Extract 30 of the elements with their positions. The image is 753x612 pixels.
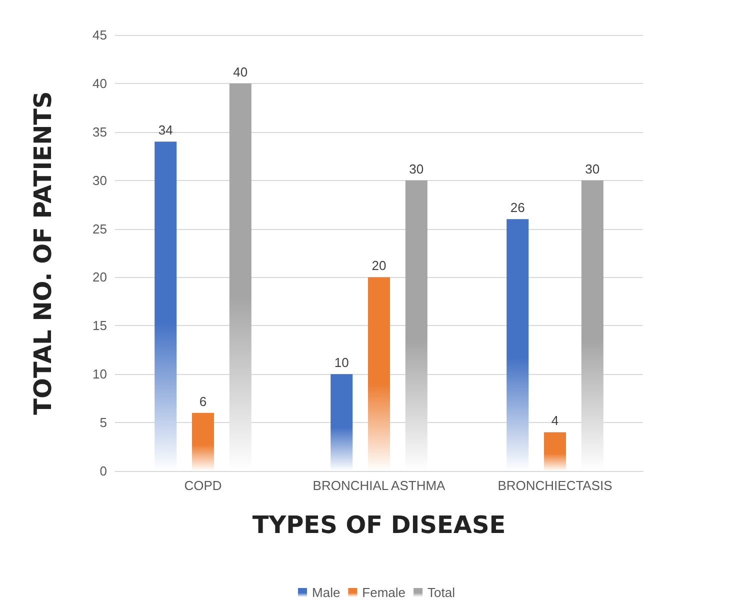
x-tick-label: COPD xyxy=(184,478,222,493)
data-label: 40 xyxy=(233,64,248,80)
bar xyxy=(544,432,566,471)
y-tick-label: 40 xyxy=(92,76,107,91)
bar xyxy=(192,412,214,471)
x-tick-label: BRONCHIAL ASTHMA xyxy=(312,478,446,493)
data-label: 34 xyxy=(158,122,173,138)
legend-label: Female xyxy=(362,585,406,600)
legend-label: Total xyxy=(428,585,456,600)
y-tick-label: 20 xyxy=(92,270,107,285)
x-axis-title: TYPES OF DISEASE xyxy=(252,511,506,539)
y-tick-label: 15 xyxy=(92,318,107,334)
x-tick-label: BRONCHIECTASIS xyxy=(498,478,613,493)
y-tick-label: 45 xyxy=(92,28,107,42)
data-label: 4 xyxy=(551,413,559,428)
legend-label: Male xyxy=(312,585,340,600)
y-axis-title: TOTAL NO. OF PATIENTS xyxy=(29,91,57,415)
y-tick-label: 5 xyxy=(100,415,107,430)
data-label: 30 xyxy=(409,161,424,176)
y-tick-label: 30 xyxy=(92,172,107,188)
data-label: 20 xyxy=(372,258,386,274)
data-label: 30 xyxy=(585,161,600,176)
y-tick-label: 0 xyxy=(100,464,107,478)
data-label: 6 xyxy=(199,394,207,409)
y-tick-label: 25 xyxy=(92,221,107,236)
data-label: 10 xyxy=(334,355,349,370)
y-tick-label: 10 xyxy=(92,366,107,382)
data-label: 26 xyxy=(510,200,525,216)
y-tick-label: 35 xyxy=(92,124,107,140)
bar xyxy=(330,374,353,471)
